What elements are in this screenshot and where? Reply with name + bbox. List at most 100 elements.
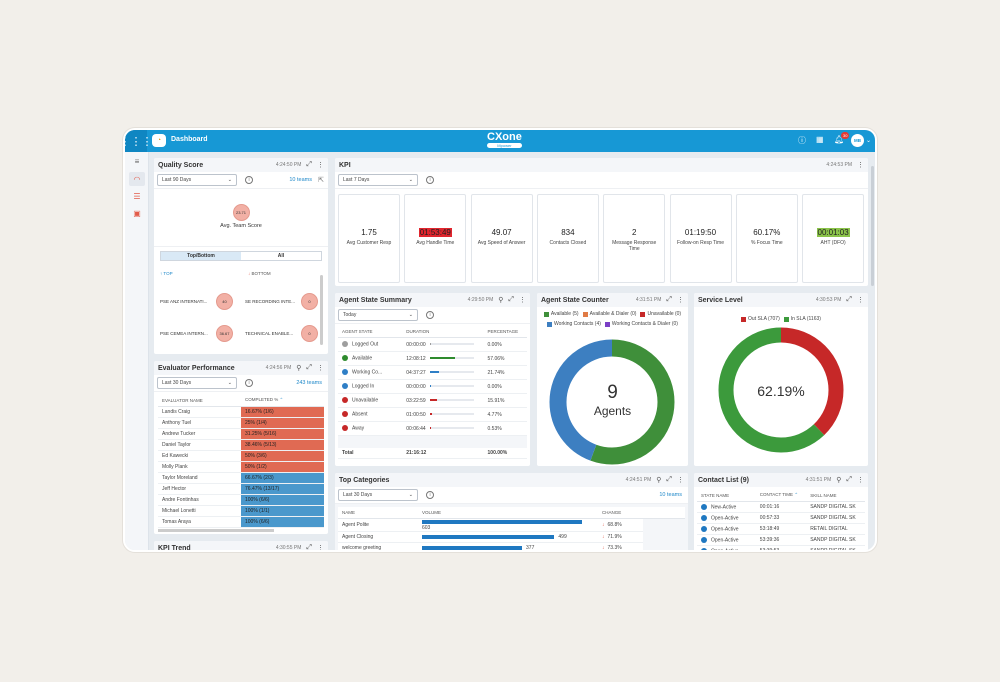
bell-icon[interactable]: 🔔︎ (834, 135, 845, 144)
apps-icon[interactable]: ▦ (816, 135, 824, 144)
kpi-card[interactable]: 01:19:50 Follow-on Resp Time (669, 194, 732, 283)
legend-item[interactable]: Out SLA (707) (741, 316, 780, 322)
table-row[interactable]: Agent Closing 499 ↓ 71.9% (338, 531, 685, 543)
kpi-card[interactable]: 834 Contacts Closed (536, 194, 599, 283)
external-link-icon[interactable]: ⇱ (318, 177, 324, 184)
table-row[interactable]: Absent 01:00:50 4.77% (338, 407, 527, 422)
column-header[interactable]: DURATION (402, 326, 484, 338)
column-header[interactable]: SKILL NAME (806, 489, 865, 502)
more-icon[interactable]: ⋮ (317, 162, 324, 169)
more-icon[interactable]: ⋮ (317, 545, 324, 552)
legend-item[interactable]: Available (5) (543, 310, 579, 319)
more-icon[interactable]: ⋮ (857, 477, 864, 484)
expand-icon[interactable]: ⤢ (666, 476, 672, 483)
teams-link[interactable]: 10 teams (659, 492, 682, 498)
donut-slice[interactable] (549, 339, 675, 465)
table-row[interactable]: welcome greeting 377 ↓ 73.3% (338, 542, 685, 550)
info-icon[interactable]: i (426, 176, 434, 184)
legend-item[interactable]: Working Contacts & Dialer (0) (604, 320, 678, 329)
expand-icon[interactable]: ⤢ (306, 161, 312, 168)
table-row[interactable]: Ed Kawecki 50% (3/6) (158, 450, 324, 462)
horizontal-scrollbar[interactable] (158, 529, 275, 532)
donut-slice[interactable] (718, 327, 844, 453)
more-icon[interactable]: ⋮ (519, 297, 526, 304)
search-icon[interactable]: ⚲ (296, 365, 302, 372)
tab-all[interactable]: All (277, 253, 285, 259)
search-icon[interactable]: ⚲ (836, 477, 842, 484)
kpi-card[interactable]: 49.07 Avg Speed of Answer (470, 194, 533, 283)
table-row[interactable]: Logged Out 00:00:00 0.00% (338, 337, 527, 352)
table-row[interactable]: New-Active 00:01:16 SANDP DIGITAL SK (697, 501, 865, 513)
table-row[interactable]: Away 00:06:44 0.53% (338, 421, 527, 436)
more-icon[interactable]: ⋮ (677, 297, 684, 304)
tab-top-bottom[interactable]: Top/Bottom (161, 252, 241, 260)
column-header[interactable]: VOLUME (418, 507, 598, 519)
table-row[interactable]: Anthony Tuel 25% (1/4) (158, 417, 324, 429)
page-scrollbar[interactable] (871, 166, 874, 286)
info-icon[interactable]: i (245, 176, 253, 184)
column-header[interactable]: NAME (338, 507, 418, 519)
scrollbar[interactable] (320, 275, 323, 345)
more-icon[interactable]: ⋮ (857, 162, 864, 169)
help-icon[interactable]: ⓘ (798, 136, 806, 145)
column-header[interactable]: AGENT STATE (338, 326, 403, 338)
date-range-select[interactable]: Last 30 Days ⌄ (338, 489, 418, 501)
table-row[interactable]: Open-Active 00:57:33 SANDP DIGITAL SK (697, 512, 865, 524)
column-header[interactable]: EVALUATOR NAME (158, 394, 241, 407)
gauge-icon[interactable]: ◠ (129, 172, 145, 186)
info-icon[interactable]: i (245, 379, 253, 387)
expand-icon[interactable]: ⤢ (666, 296, 672, 303)
legend-item[interactable]: Unavailable (0) (640, 310, 681, 319)
table-row[interactable]: Unavailable 03:22:59 15.91% (338, 393, 527, 408)
expand-icon[interactable]: ⤢ (306, 544, 312, 551)
date-range-select[interactable]: Last 7 Days ⌄ (338, 174, 418, 186)
expand-icon[interactable]: ⤢ (846, 296, 852, 303)
table-row[interactable]: Jeff Hector 76.47% (13/17) (158, 483, 324, 495)
search-icon[interactable]: ⚲ (656, 477, 662, 484)
expand-icon[interactable]: ⤢ (306, 364, 312, 371)
column-header[interactable]: PERCENTAGE (483, 326, 527, 338)
table-row[interactable]: Taylor Moreland 66.67% (2/3) (158, 472, 324, 484)
kpi-card[interactable]: 00:01:03 AHT (DFO) (802, 194, 865, 283)
kpi-card[interactable]: 60.17% % Focus Time (735, 194, 798, 283)
legend-item[interactable]: Working Contacts (4) (547, 320, 601, 329)
info-icon[interactable]: i (426, 491, 434, 499)
legend-item[interactable]: In SLA (1163) (783, 316, 821, 322)
search-icon[interactable]: ⚲ (498, 297, 504, 304)
teams-link[interactable]: 10 teams (289, 177, 312, 183)
app-launcher-icon[interactable]: ⋮⋮⋮ (125, 130, 153, 152)
calendar-icon[interactable]: ▣ (133, 208, 141, 218)
date-range-select[interactable]: Last 90 Days ⌄ (157, 174, 237, 186)
column-header[interactable]: CHANGE (598, 507, 643, 519)
column-header[interactable]: CONTACT TIME ⌃ (755, 489, 807, 502)
table-row[interactable]: Working Co... 04:37:27 21.74% (338, 365, 527, 380)
table-row[interactable]: Andre Fontinhas 100% (6/6) (158, 494, 324, 506)
column-header[interactable]: STATE NAME (697, 489, 756, 502)
table-row[interactable]: Andrew Tucker 31.25% (5/16) (158, 428, 324, 440)
table-row[interactable]: Open-Active 53:39:53 SANDP DIGITAL SK (697, 545, 865, 550)
kpi-card[interactable]: 1.75 Avg Customer Resp (338, 194, 400, 283)
expand-icon[interactable]: ⤢ (508, 296, 514, 303)
table-row[interactable]: Tomas Araya 100% (6/6) (158, 516, 324, 528)
table-row[interactable]: Open-Active 53:39:36 SANDP DIGITAL SK (697, 534, 865, 546)
chevron-down-icon[interactable]: ⌄ (866, 138, 872, 144)
table-row[interactable]: Open-Active 53:18:49 RETAIL DIGITAL (697, 523, 865, 535)
table-row[interactable]: Molly Plank 50% (1/2) (158, 461, 324, 473)
teams-link[interactable]: 243 teams (296, 380, 322, 386)
avatar[interactable]: MB (851, 134, 864, 147)
kpi-card[interactable]: 01:53:49 Avg Handle Time (404, 194, 467, 283)
table-row[interactable]: Available 12:08:12 57.06% (338, 351, 527, 366)
date-range-select[interactable]: Today ⌄ (338, 309, 418, 321)
menu-icon[interactable]: ≡ (134, 156, 140, 166)
column-header[interactable]: COMPLETED % ⌃ (241, 394, 324, 407)
date-range-select[interactable]: Last 30 Days ⌄ (157, 377, 237, 389)
more-icon[interactable]: ⋮ (317, 365, 324, 372)
legend-item[interactable]: Available & Dialer (0) (582, 310, 636, 319)
table-row[interactable]: Michael Lonetti 100% (1/1) (158, 505, 324, 517)
more-icon[interactable]: ⋮ (677, 477, 684, 484)
list-icon[interactable]: ☰ (133, 191, 141, 201)
table-row[interactable]: Agent Polite 603 ↓ 68.8% (338, 518, 685, 532)
kpi-card[interactable]: 2 Message Response Time (603, 194, 666, 283)
more-icon[interactable]: ⋮ (857, 297, 864, 304)
expand-icon[interactable]: ⤢ (846, 476, 852, 483)
